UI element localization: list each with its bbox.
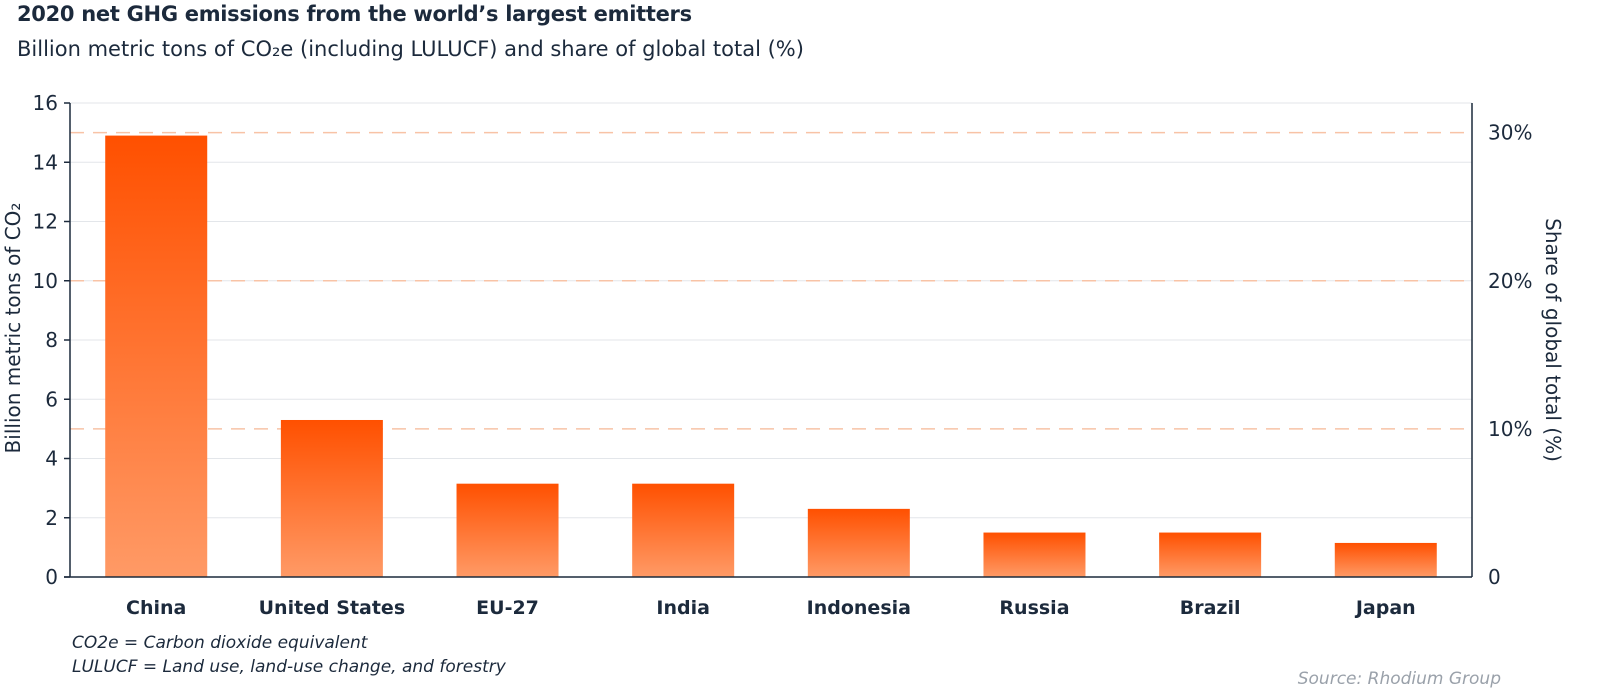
y-tick-label: 0 <box>45 565 58 589</box>
bars <box>105 135 1437 577</box>
y2-tick-label: 10% <box>1488 417 1532 441</box>
y-tick-label: 10 <box>33 269 58 293</box>
category-label: Brazil <box>1180 597 1241 619</box>
bar-japan <box>1334 542 1437 577</box>
y-tick-label: 6 <box>45 387 58 411</box>
category-label: India <box>656 597 710 619</box>
y-tick-label: 8 <box>45 328 58 352</box>
axis-labels: 0 2 4 6 8 10 12 14 16 0 10% 20% 30% China United State… <box>1 91 1565 619</box>
category-label: Japan <box>1354 597 1416 619</box>
y-tick-label: 16 <box>33 91 58 115</box>
y2-tick-label: 0 <box>1488 565 1501 589</box>
axes <box>64 102 1473 578</box>
bar-united-states <box>280 419 383 577</box>
bar-india <box>632 483 735 577</box>
y-tick-label: 12 <box>33 210 58 234</box>
bar-china <box>105 135 208 577</box>
y2-tick-label: 20% <box>1488 269 1532 293</box>
category-label: EU-27 <box>476 597 539 619</box>
category-label: United States <box>259 597 406 619</box>
bar-russia <box>983 532 1086 577</box>
y-axis-title: Billion metric tons of CO₂ <box>1 203 25 454</box>
y-tick-label: 14 <box>33 150 58 174</box>
category-label: Indonesia <box>807 597 911 619</box>
note-lulucf: LULUCF = Land use, land-use change, and … <box>72 657 506 677</box>
source-credit: Source: Rhodium Group <box>1297 669 1501 689</box>
gridlines <box>70 102 1472 519</box>
category-label: China <box>126 597 186 619</box>
category-label: Russia <box>999 597 1069 619</box>
bar-eu-27 <box>456 483 559 577</box>
y2-tick-label: 30% <box>1488 121 1532 145</box>
y2-axis-title: Share of global total (%) <box>1541 218 1565 462</box>
y-tick-label: 2 <box>45 506 58 530</box>
y-tick-label: 4 <box>45 447 58 471</box>
bar-brazil <box>1159 532 1262 577</box>
chart-subtitle: Billion metric tons of CO₂e (including L… <box>17 37 804 61</box>
chart-title: 2020 net GHG emissions from the world’s … <box>17 2 692 26</box>
bar-indonesia <box>807 508 910 577</box>
note-co2e: CO2e = Carbon dioxide equivalent <box>72 633 368 653</box>
